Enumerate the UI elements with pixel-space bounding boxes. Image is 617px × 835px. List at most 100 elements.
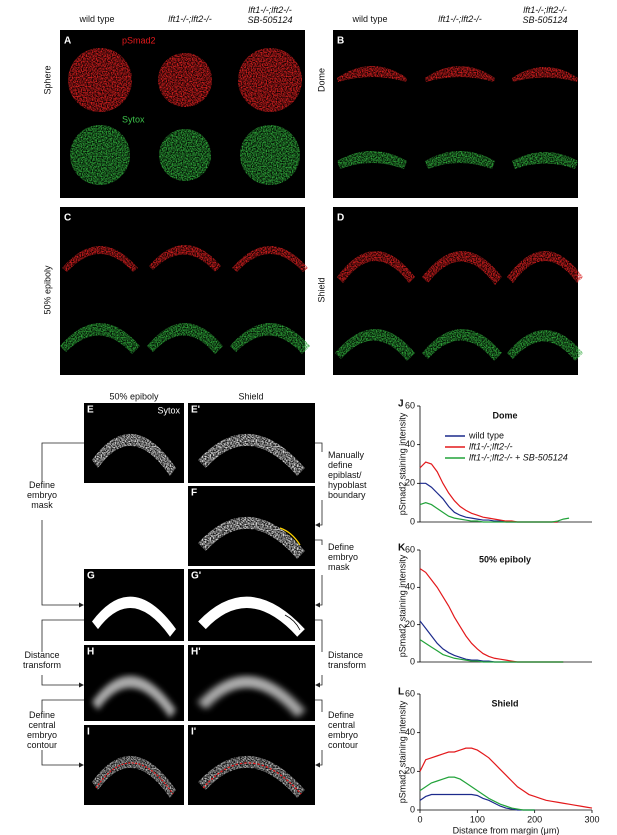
series-line [419,461,558,523]
column-header: Shield [238,391,263,401]
step-label: Distance transform [23,650,61,670]
series-line [419,747,593,809]
step-label-line: Define [29,480,55,490]
column-header-line: lft1-/-;lft2-/- [248,5,292,15]
series-line [420,482,558,523]
panel-letter: E' [191,405,200,416]
x-tick-label: 0 [417,814,422,824]
stage-label: Sphere [42,65,52,94]
panel-d [333,207,583,375]
panel-letter: F [191,488,197,499]
x-tick-label: 100 [470,814,485,824]
step-label: Distance transform [328,650,366,670]
step-label-line: Distance [24,650,59,660]
series-line [419,502,570,523]
panel-a [60,30,305,198]
y-axis-label: pSmad2 staining intensity [397,554,407,657]
stage-label: Dome [316,68,326,92]
column-header-line: wild type [78,14,114,24]
stage-label: 50% epiboly [42,265,52,315]
panel-letter: I' [191,727,196,738]
series-line [419,639,564,663]
series-line [419,776,535,811]
y-axis-label: pSmad2 staining intensity [397,700,407,803]
step-label-line: embryo [27,730,57,740]
step-label-line: central [28,720,55,730]
y-tick-label: 0 [410,656,415,666]
step-label: Manually define epiblast/hypoblast boundary [328,450,367,500]
stage-label: Shield [316,277,326,302]
column-header: lft1-/-;lft2-/- [438,14,482,24]
column-header: wild type [351,14,387,24]
y-tick-label: 20 [405,619,415,629]
panel-letter: H [87,647,94,658]
step-label: Define embryo mask [27,480,57,510]
y-tick-label: 60 [405,544,415,554]
panel-letter: E [87,405,94,416]
y-tick-label: 20 [405,766,415,776]
column-header: lft1-/-;lft2-/- [168,14,212,24]
column-header: lft1-/-;lft2-/-SB-505124 [522,5,567,25]
step-label-line: embryo [328,552,358,562]
panel-letter: C [64,213,71,224]
step-label: Define embryo mask [328,542,358,572]
panel-letter: D [337,213,344,224]
step-label-line: central [328,720,355,730]
y-tick-label: 40 [405,439,415,449]
y-tick-label: 40 [405,727,415,737]
x-axis-label: Distance from margin (μm) [453,825,560,835]
series-line [419,793,535,811]
panel-b [333,30,578,198]
stain-label: pSmad2 [122,35,156,45]
y-tick-label: 60 [405,688,415,698]
step-label-line: transform [23,660,61,670]
panel-letter: I [87,727,90,738]
step-label-line: contour [27,740,57,750]
column-header: wild type [78,14,114,24]
column-header: 50% epiboly [109,391,159,401]
step-label-line: boundary [328,490,366,500]
chart-title: 50% epiboly [479,554,531,564]
step-label-line: Manually [328,450,365,460]
stain-label: Sytox [157,405,180,415]
chart-title: Dome [492,410,517,420]
column-header-line: SB-505124 [247,15,292,25]
pipeline-images [84,403,315,805]
column-header-line: wild type [351,14,387,24]
x-tick-label: 300 [584,814,599,824]
step-label-line: Define [328,542,354,552]
panel-letter: H' [191,647,201,658]
column-header-line: lft1-/-;lft2-/- [168,14,212,24]
y-axis-label: pSmad2 staining intensity [397,412,407,515]
panel-letter: A [64,36,71,47]
step-label-line: transform [328,660,366,670]
legend-label: lft1-/-;lft2-/- + SB-505124 [469,452,568,462]
step-label-line: mask [328,562,350,572]
step-label-line: embryo [328,730,358,740]
chart-label: L [398,687,404,698]
legend-label: lft1-/-;lft2-/- [469,441,513,451]
step-label-line: define [328,460,353,470]
y-tick-label: 40 [405,582,415,592]
chart-label: K [398,543,406,554]
step-label-line: contour [328,740,358,750]
stain-label: Sytox [122,114,145,124]
column-header: lft1-/-;lft2-/-SB-505124 [247,5,292,25]
y-tick-label: 0 [410,804,415,814]
series-line [419,620,564,663]
column-header-line: lft1-/-;lft2-/- [523,5,567,15]
column-header-line: lft1-/-;lft2-/- [438,14,482,24]
chart-label: J [398,399,404,410]
legend-label: wild type [468,430,504,440]
step-label-line: mask [31,500,53,510]
x-tick-label: 200 [527,814,542,824]
panel-c [60,207,310,375]
column-header-line: SB-505124 [522,15,567,25]
arrowheads [79,522,320,768]
step-label-line: Distance [328,650,363,660]
step-label: Define central embryo contour [328,710,358,750]
y-tick-label: 0 [410,516,415,526]
step-label-line: Define [29,710,55,720]
step-label-line: epiblast/ [328,470,362,480]
